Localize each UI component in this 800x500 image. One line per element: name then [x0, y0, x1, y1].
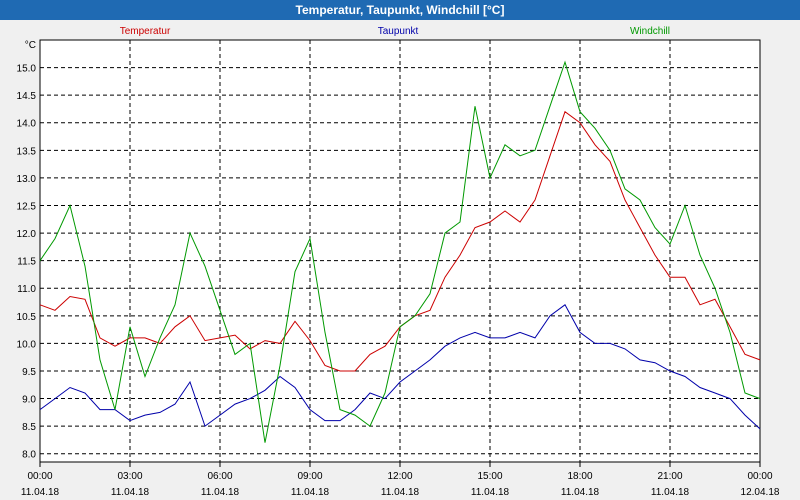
- y-tick-label: 14.5: [17, 91, 37, 102]
- y-tick-label: 8.0: [22, 450, 36, 461]
- chart-series-lines: [39, 60, 761, 443]
- y-tick-label: 13.5: [17, 146, 37, 157]
- x-tick-date-label: 11.04.18: [21, 487, 60, 498]
- chart-grid: [39, 39, 761, 467]
- x-tick-time-label: 06:00: [207, 471, 232, 482]
- x-tick-date-label: 11.04.18: [291, 487, 330, 498]
- x-tick-date-label: 11.04.18: [111, 487, 150, 498]
- x-tick-time-label: 15:00: [477, 471, 502, 482]
- y-axis-unit-label: °C: [25, 40, 36, 51]
- x-tick-time-label: 12:00: [387, 471, 412, 482]
- y-tick-label: 11.0: [17, 284, 36, 295]
- y-tick-label: 8.5: [22, 422, 36, 433]
- y-tick-label: 10.5: [17, 312, 37, 323]
- legend-label-temperatur: Temperatur: [120, 26, 171, 37]
- y-tick-label: 14.0: [17, 119, 37, 130]
- y-tick-label: 13.0: [17, 174, 37, 185]
- y-tick-label: 15.0: [17, 64, 37, 75]
- x-tick-time-label: 21:00: [657, 471, 682, 482]
- x-tick-time-label: 00:00: [27, 471, 52, 482]
- y-tick-label: 12.5: [17, 201, 37, 212]
- x-tick-date-label: 11.04.18: [561, 487, 600, 498]
- window-title-bar: Temperatur, Taupunkt, Windchill [°C]: [0, 0, 800, 20]
- legend-label-taupunkt: Taupunkt: [378, 26, 419, 37]
- x-tick-date-label: 11.04.18: [471, 487, 510, 498]
- y-tick-label: 12.0: [17, 229, 37, 240]
- chart-labels: 8.0 8.5 9.0 9.5 10.0 10.5 11.0 11.5 12.0 12.5 13.0…: [17, 26, 780, 498]
- y-tick-label: 11.5: [17, 257, 36, 268]
- y-tick-label: 9.0: [22, 395, 36, 406]
- x-tick-date-label: 11.04.18: [201, 487, 240, 498]
- x-tick-time-label: 00:00: [747, 471, 772, 482]
- x-tick-date-label: 12.04.18: [741, 487, 780, 498]
- y-tick-label: 9.5: [22, 367, 36, 378]
- legend-label-windchill: Windchill: [630, 26, 670, 37]
- window-title: Temperatur, Taupunkt, Windchill [°C]: [295, 3, 505, 17]
- series-line-taupunkt: [39, 304, 761, 430]
- x-tick-time-label: 03:00: [117, 471, 142, 482]
- x-tick-date-label: 11.04.18: [381, 487, 420, 498]
- y-tick-label: 10.0: [17, 339, 37, 350]
- series-line-windchill: [39, 60, 761, 443]
- x-tick-time-label: 18:00: [567, 471, 592, 482]
- chart: 8.0 8.5 9.0 9.5 10.0 10.5 11.0 11.5 12.0 12.5 13.0…: [17, 26, 780, 498]
- x-tick-date-label: 11.04.18: [651, 487, 690, 498]
- x-tick-time-label: 09:00: [297, 471, 322, 482]
